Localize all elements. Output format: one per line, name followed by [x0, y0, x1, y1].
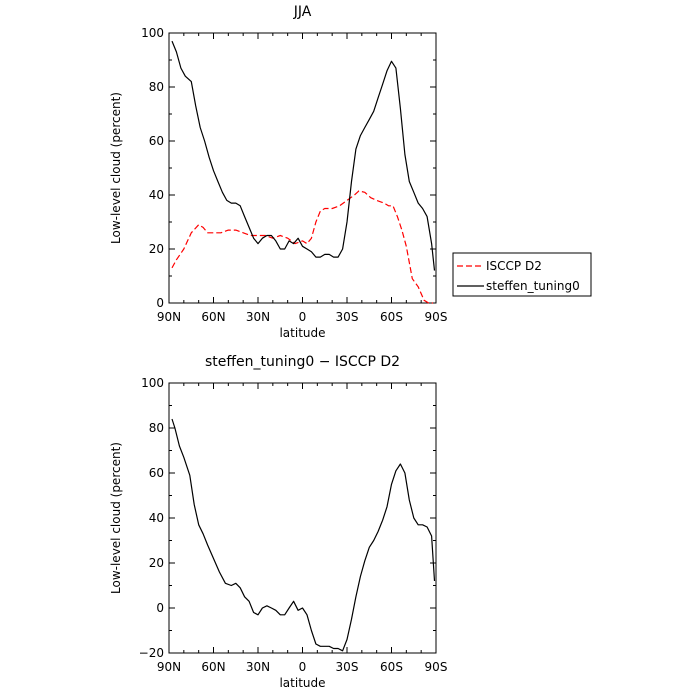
y-tick-label: 60 — [149, 134, 164, 148]
y-tick-label: 20 — [149, 556, 164, 570]
x-tick-label: 60N — [201, 310, 225, 324]
y-tick-label: 40 — [149, 188, 164, 202]
x-tick-label: 0 — [299, 660, 307, 674]
x-tick-label: 30N — [246, 660, 270, 674]
x-tick-label: 90N — [157, 310, 181, 324]
y-tick-label: −20 — [139, 646, 164, 660]
y-tick-label: 0 — [156, 601, 164, 615]
y-tick-label: 80 — [149, 80, 164, 94]
series-line-isccp-d2 — [171, 190, 433, 304]
x-tick-label: 60S — [380, 660, 403, 674]
x-tick-label: 30S — [336, 660, 359, 674]
y-tick-label: 20 — [149, 242, 164, 256]
plot-frame — [168, 382, 437, 654]
y-tick-label: 60 — [149, 466, 164, 480]
x-tick-label: 90S — [425, 660, 448, 674]
y-tick-label: 100 — [141, 26, 164, 40]
x-tick-label: 90S — [425, 310, 448, 324]
legend-label-steffen: steffen_tuning0 — [486, 279, 580, 293]
x-tick-label: 30S — [336, 310, 359, 324]
x-axis-label: latitude — [279, 676, 325, 690]
y-tick-label: 40 — [149, 511, 164, 525]
y-tick-label: 80 — [149, 421, 164, 435]
chart-title: JJA — [293, 4, 312, 20]
y-axis-label: Low-level cloud (percent) — [109, 92, 123, 244]
x-tick-label: 60N — [201, 660, 225, 674]
y-tick-label: 0 — [156, 296, 164, 310]
chart-top: 90N 60N 30N 0 30S 60S 90S 0 20 40 60 80 100 JJA latitu… — [109, 4, 447, 340]
y-tick-label: 100 — [141, 376, 164, 390]
chart-bottom: 90N 60N 30N 0 30S 60S 90S −20 0 20 40 60 80 100 steffe… — [109, 354, 447, 690]
x-tick-label: 30N — [246, 310, 270, 324]
series-line-difference — [171, 418, 436, 652]
series-line-steffen-tuning0 — [171, 40, 436, 271]
legend: ISCCP D2 steffen_tuning0 — [452, 252, 592, 297]
legend-label-isccp: ISCCP D2 — [486, 259, 542, 273]
chart-title: steffen_tuning0 − ISCCP D2 — [205, 354, 400, 370]
y-axis-label: Low-level cloud (percent) — [109, 442, 123, 594]
legend-box — [452, 252, 592, 297]
x-tick-label: 90N — [157, 660, 181, 674]
x-tick-label: 60S — [380, 310, 403, 324]
x-tick-label: 0 — [299, 310, 307, 324]
x-axis-label: latitude — [279, 326, 325, 340]
